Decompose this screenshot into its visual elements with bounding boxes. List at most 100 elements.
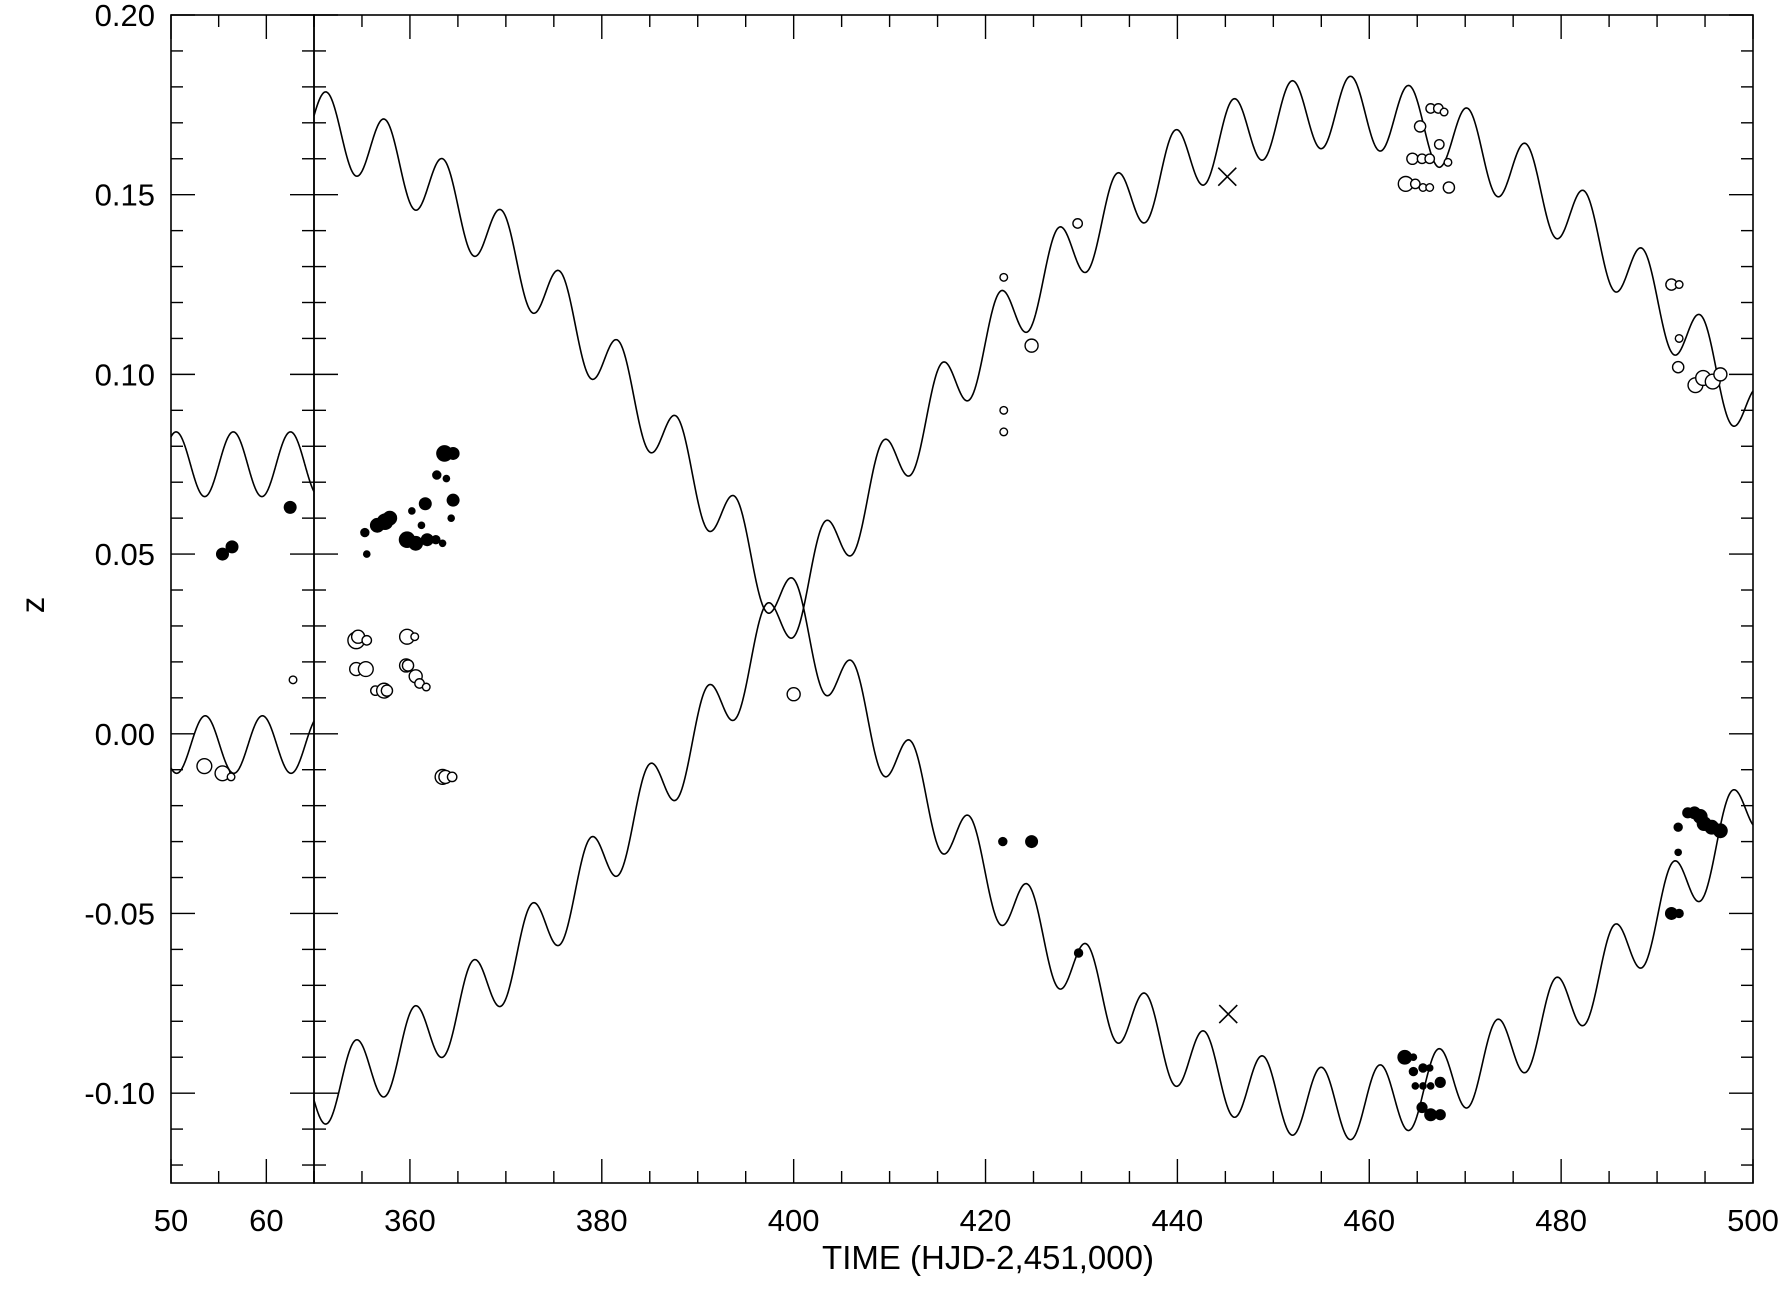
y-axis-title: z: [14, 597, 51, 614]
filled-data-point: [408, 507, 416, 515]
filled-data-point: [1673, 822, 1683, 832]
filled-data-point: [382, 510, 398, 526]
model-curve-upper-1: [170, 431, 315, 498]
filled-data-point: [1674, 908, 1684, 919]
y-tick-label: 0.00: [95, 717, 155, 752]
open-data-point: [1443, 157, 1453, 167]
model-curves: [170, 75, 1754, 1141]
model-curve-lower-1: [170, 715, 315, 775]
x-tick-label: 380: [576, 1203, 628, 1238]
y-tick-label: 0.20: [95, 0, 155, 33]
x-axis-title: TIME (HJD-2,451,000): [822, 1239, 1154, 1276]
open-data-point: [196, 758, 213, 775]
open-data-point: [786, 687, 801, 702]
open-data-point: [1406, 152, 1419, 166]
open-data-point: [1409, 178, 1421, 190]
open-data-point: [357, 660, 374, 678]
filled-data-point: [998, 836, 1008, 847]
filled-data-point: [1025, 835, 1039, 849]
filled-data-point: [1426, 1082, 1435, 1090]
cross-stroke: [1218, 1004, 1238, 1024]
filled-data-point: [1416, 1101, 1428, 1114]
open-data-point: [410, 632, 420, 642]
y-tick-label: 0.05: [95, 537, 155, 572]
filled-data-point: [1674, 848, 1682, 857]
open-data-point: [1072, 218, 1084, 229]
filled-data-point: [1424, 1108, 1438, 1122]
panel-frame-2: [313, 14, 1754, 1184]
open-data-point: [1433, 138, 1445, 150]
filled-data-point: [431, 535, 441, 545]
y-tick-label: 0.15: [95, 178, 155, 213]
open-data-point: [1424, 153, 1436, 165]
model-curve-upper-2: [313, 75, 1754, 1125]
filled-data-point: [418, 497, 432, 511]
x-tick-label: 400: [768, 1203, 820, 1238]
filled-data-point: [442, 474, 451, 483]
y-tick-label: 0.10: [95, 357, 155, 392]
plot-frames: [170, 14, 1754, 1184]
x-tick-label: 440: [1152, 1203, 1204, 1238]
filled-data-point: [446, 446, 460, 460]
filled-data-point: [1434, 1076, 1446, 1088]
y-tick-label: -0.05: [84, 896, 155, 931]
filled-data-point: [362, 550, 371, 558]
cross-marker: [1218, 1004, 1238, 1024]
filled-data-point: [360, 527, 370, 538]
open-data-point: [1439, 107, 1449, 117]
open-data-point: [1674, 280, 1684, 290]
open-data-point: [1024, 338, 1039, 353]
open-data-point: [446, 771, 458, 783]
tick-labels: 50 60 360 380 400 420 440 460 480 500 0.20 0.15 0.10…: [84, 0, 1779, 1238]
filled-data-point: [420, 533, 434, 547]
x-tick-label: 500: [1727, 1203, 1779, 1238]
x-tick-label: 60: [249, 1203, 283, 1238]
open-data-point: [1713, 367, 1728, 382]
cross-stroke: [1217, 167, 1237, 187]
open-data-point: [1674, 333, 1684, 343]
x-tick-label: 480: [1535, 1203, 1587, 1238]
open-data-point: [999, 405, 1009, 415]
filled-data-point: [1408, 1066, 1419, 1077]
x-tick-label: 420: [960, 1203, 1012, 1238]
filled-data-point: [215, 547, 229, 561]
filled-data-point: [283, 500, 297, 514]
filled-data-point: [1418, 1063, 1428, 1073]
filled-data-point: [447, 514, 455, 522]
open-data-point: [999, 272, 1009, 282]
x-tick-label: 50: [154, 1203, 188, 1238]
open-data-point: [1413, 120, 1427, 133]
open-data-point: [401, 659, 415, 672]
filled-data-point: [408, 535, 424, 551]
model-curve-lower-2: [313, 91, 1754, 1141]
x-tick-label: 460: [1343, 1203, 1395, 1238]
open-data-point: [421, 682, 431, 692]
filled-data-point: [1425, 1064, 1434, 1072]
filled-data-point: [1434, 1109, 1446, 1121]
open-data-point: [1425, 183, 1435, 193]
filled-data-point: [446, 493, 460, 507]
open-data-point: [1442, 181, 1456, 194]
filled-data-point: [1712, 823, 1728, 839]
data-points: [196, 103, 1728, 1122]
filled-data-point: [1073, 948, 1084, 958]
filled-data-point: [1419, 1082, 1427, 1090]
open-data-point: [1671, 360, 1685, 374]
filled-data-point: [1409, 1053, 1418, 1062]
filled-data-point: [225, 540, 239, 554]
filled-data-point: [417, 521, 426, 530]
open-data-point: [999, 427, 1009, 437]
y-tick-label: -0.10: [84, 1076, 155, 1111]
panel-frame-1: [170, 14, 315, 1184]
filled-data-point: [1411, 1082, 1420, 1090]
open-data-point: [288, 675, 298, 685]
cross-marker: [1217, 167, 1237, 187]
x-tick-label: 360: [384, 1203, 436, 1238]
filled-data-point: [432, 470, 442, 480]
filled-data-point: [438, 539, 447, 548]
filled-data-point: [1664, 906, 1678, 920]
tick-marks: [170, 14, 1754, 1183]
open-data-point: [226, 772, 236, 782]
open-data-point: [380, 684, 394, 697]
